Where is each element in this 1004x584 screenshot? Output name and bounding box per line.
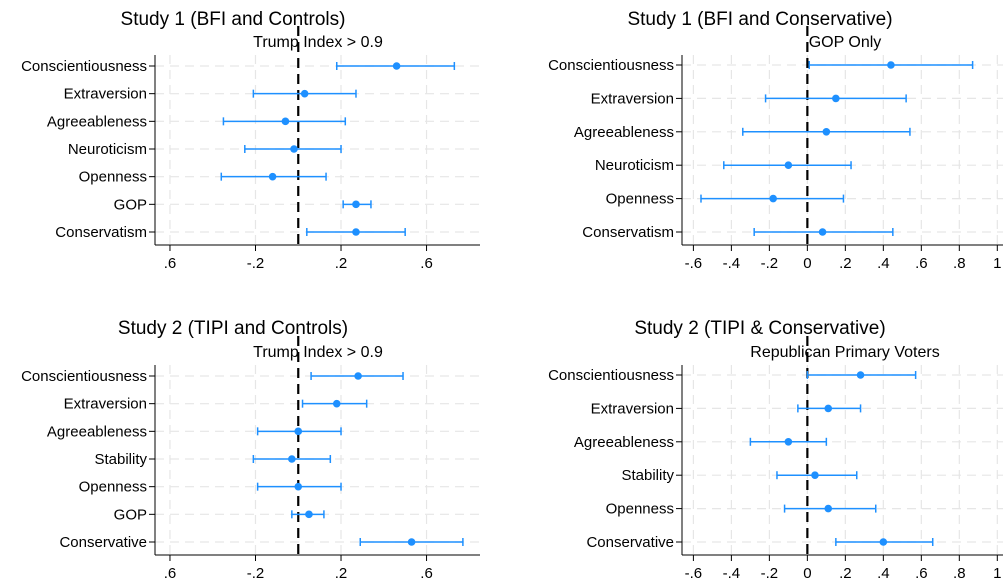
- point-estimate: [352, 200, 360, 209]
- point-estimate: [268, 172, 277, 181]
- point-estimate: [294, 427, 303, 436]
- point-estimate: [784, 161, 793, 169]
- x-tick-label: .6: [420, 255, 433, 272]
- point-estimate: [392, 62, 401, 70]
- plot-panel-4: Study 2 (TIPI & Conservative) Republican …: [548, 318, 1003, 582]
- x-tick-label: -.2: [761, 565, 779, 582]
- point-estimate: [856, 371, 865, 379]
- x-tick-label: 0: [803, 255, 811, 272]
- x-tick-label: -.2: [247, 255, 265, 272]
- point-estimate: [332, 399, 341, 408]
- y-category-label: Conscientiousness: [548, 367, 674, 384]
- y-category-label: Openness: [79, 169, 147, 186]
- x-tick-label: .6: [915, 565, 928, 582]
- y-category-label: Extraversion: [64, 86, 147, 103]
- x-tick-label: 0: [803, 565, 811, 582]
- x-tick-label: 1: [993, 255, 1001, 272]
- panel-title: Study 2 (TIPI & Conservative): [634, 318, 885, 339]
- x-tick-label: .4: [877, 565, 890, 582]
- y-category-label: GOP: [114, 506, 147, 523]
- x-tick-label: -.2: [761, 255, 779, 272]
- point-estimate: [305, 510, 313, 519]
- panel-title: Study 1 (BFI and Controls): [121, 9, 346, 30]
- plot-panel-1: Study 1 (BFI and Controls) Trump Index > …: [21, 9, 480, 272]
- panel-title: Study 1 (BFI and Conservative): [627, 9, 892, 30]
- point-estimate: [824, 504, 833, 513]
- y-category-label: Agreeableness: [47, 423, 147, 440]
- x-tick-label: .2: [839, 565, 852, 582]
- point-estimate: [879, 538, 888, 546]
- y-category-label: Agreeableness: [574, 434, 674, 451]
- point-estimate: [352, 228, 360, 236]
- y-category-label: Conservatism: [55, 224, 147, 241]
- x-tick-label: .8: [953, 565, 966, 582]
- point-estimate: [288, 455, 296, 463]
- y-category-label: Openness: [606, 501, 674, 518]
- x-tick-label: -.2: [247, 565, 265, 582]
- point-estimate: [290, 145, 298, 153]
- y-category-label: Stability: [621, 467, 674, 484]
- x-tick-label: .4: [877, 255, 890, 272]
- point-estimate: [832, 94, 840, 103]
- x-tick-label: .2: [839, 255, 852, 272]
- x-tick-label: .2: [335, 255, 348, 272]
- point-estimate: [784, 438, 793, 446]
- point-estimate: [824, 404, 833, 413]
- y-category-label: Neuroticism: [68, 141, 147, 158]
- panel-subtitle: Trump Index > 0.9: [253, 344, 383, 361]
- panel-subtitle: Trump Index > 0.9: [253, 34, 383, 51]
- plot-panel-2: Study 1 (BFI and Conservative) GOP Only -.…: [548, 9, 1003, 272]
- y-category-label: Extraversion: [591, 90, 674, 107]
- x-tick-label: .6: [164, 255, 177, 272]
- y-category-label: Extraversion: [64, 396, 147, 413]
- y-category-label: Neuroticism: [595, 157, 674, 174]
- x-tick-label: 1: [993, 565, 1001, 582]
- point-estimate: [281, 117, 290, 126]
- y-category-label: GOP: [114, 196, 147, 213]
- y-category-label: Conservative: [586, 534, 674, 551]
- point-estimate: [811, 471, 819, 480]
- point-estimate: [294, 482, 303, 491]
- y-category-label: Openness: [606, 191, 674, 208]
- point-estimate: [407, 538, 416, 546]
- y-category-label: Openness: [79, 479, 147, 496]
- y-category-label: Stability: [94, 451, 147, 468]
- y-category-label: Conscientiousness: [548, 57, 674, 74]
- point-estimate: [818, 228, 827, 236]
- x-tick-label: .6: [164, 565, 177, 582]
- panel-subtitle: GOP Only: [809, 34, 882, 51]
- y-category-label: Conservative: [59, 534, 147, 551]
- y-category-label: Agreeableness: [574, 124, 674, 141]
- y-category-label: Conscientiousness: [21, 58, 147, 75]
- x-tick-label: .8: [953, 255, 966, 272]
- x-tick-label: -.4: [723, 565, 741, 582]
- panel-title: Study 2 (TIPI and Controls): [118, 318, 348, 339]
- x-tick-label: .2: [335, 565, 348, 582]
- point-estimate: [769, 194, 777, 203]
- y-category-label: Agreeableness: [47, 113, 147, 130]
- point-estimate: [354, 372, 362, 380]
- x-tick-label: -.6: [685, 565, 703, 582]
- y-category-label: Conservatism: [582, 224, 674, 241]
- y-category-label: Conscientiousness: [21, 368, 147, 385]
- x-tick-label: -.6: [685, 255, 703, 272]
- point-estimate: [822, 128, 831, 136]
- x-tick-label: .6: [915, 255, 928, 272]
- y-category-label: Extraversion: [591, 400, 674, 417]
- panel-subtitle: Republican Primary Voters: [750, 344, 939, 361]
- point-estimate: [300, 89, 309, 98]
- point-estimate: [887, 61, 895, 69]
- x-tick-label: .6: [420, 565, 433, 582]
- x-tick-label: -.4: [723, 255, 741, 272]
- plot-panel-3: Study 2 (TIPI and Controls) Trump Index >…: [21, 318, 480, 582]
